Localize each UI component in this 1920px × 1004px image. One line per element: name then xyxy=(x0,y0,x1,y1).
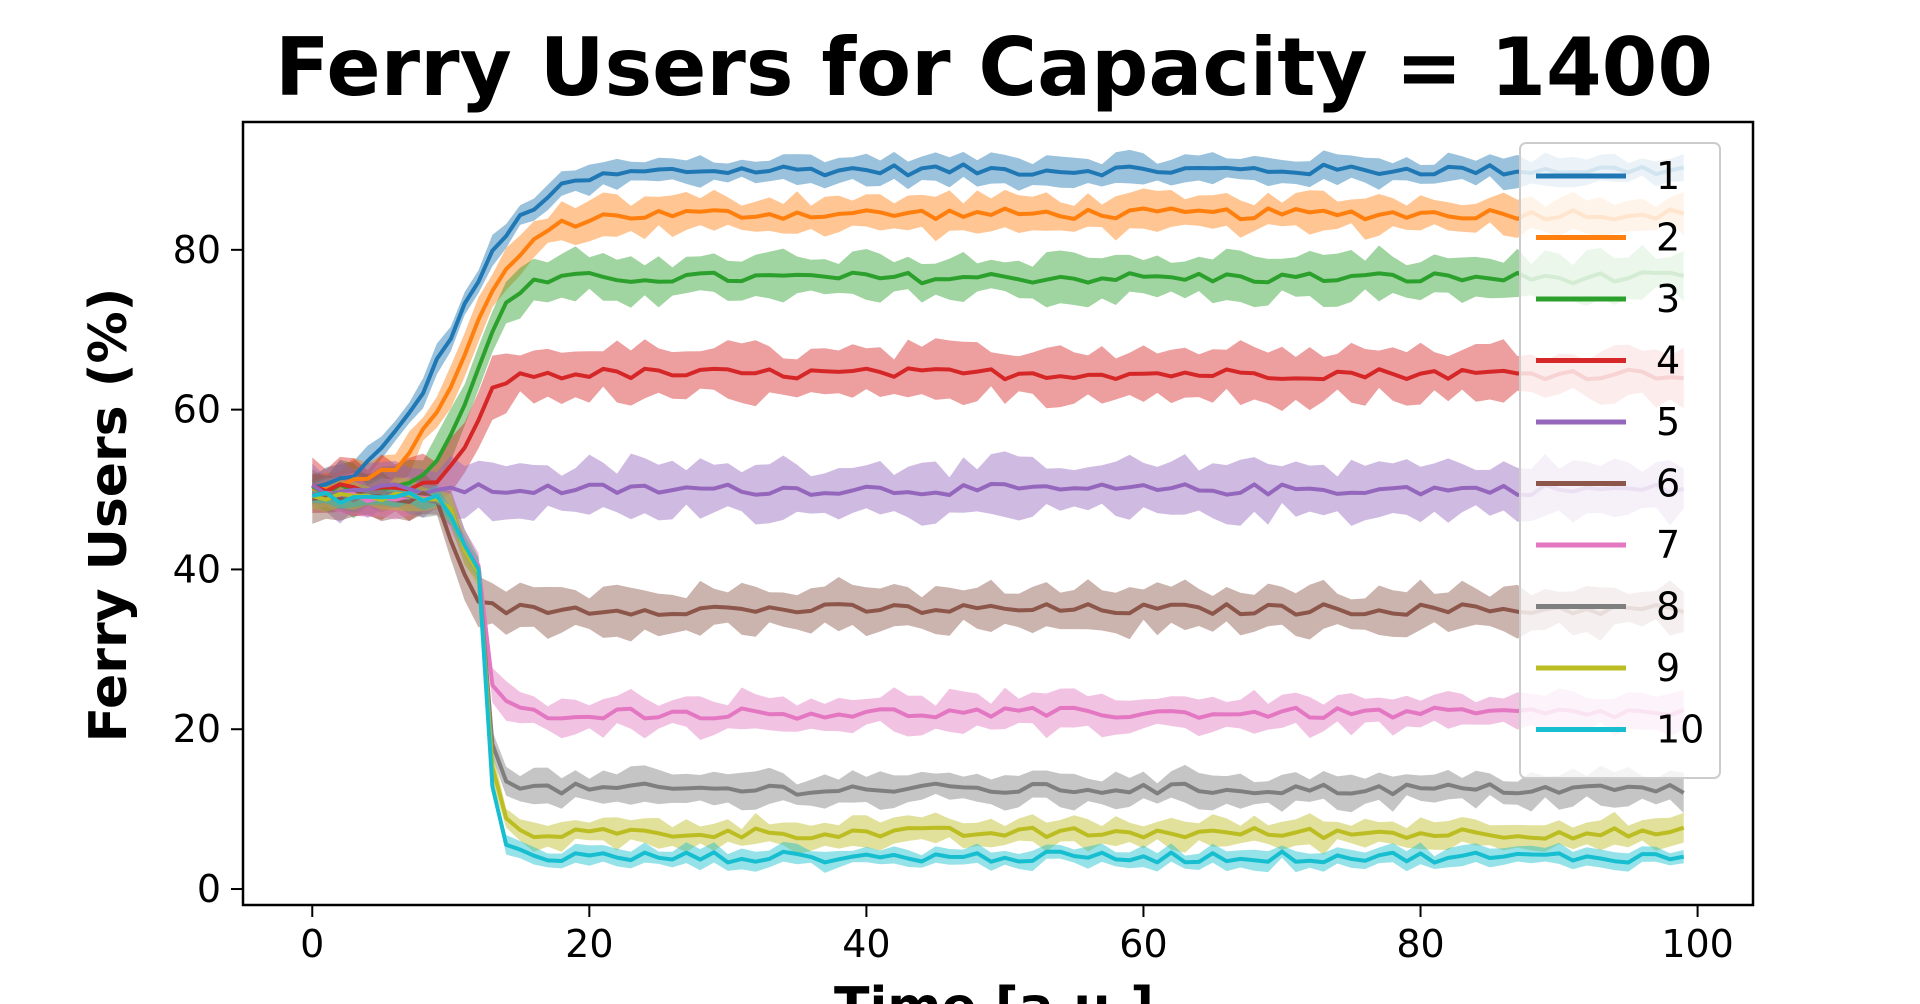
line-series-7 xyxy=(311,490,1685,721)
chart-title: Ferry Users for Capacity = 1400 xyxy=(275,21,1713,114)
x-tick-label: 20 xyxy=(565,922,613,966)
line-series-6 xyxy=(312,491,1685,617)
x-tick-label: 40 xyxy=(842,922,890,966)
axes: 0 20 40 60 80 100 0 20 40 60 80 xyxy=(173,120,1755,966)
line-series-8 xyxy=(312,490,1685,797)
legend-label-9: 9 xyxy=(1656,646,1680,690)
y-tick-label: 40 xyxy=(173,547,221,591)
band-series-4 xyxy=(312,338,1684,522)
legend-box xyxy=(1519,142,1721,779)
line-series-3 xyxy=(311,270,1685,497)
x-tick-label: 100 xyxy=(1661,922,1734,966)
band-series-10 xyxy=(312,482,1684,873)
y-tick-label: 60 xyxy=(173,388,221,432)
line-series-9 xyxy=(311,491,1685,841)
line-series-4 xyxy=(311,366,1684,495)
band-series-8 xyxy=(312,476,1684,813)
legend-label-2: 2 xyxy=(1656,216,1680,260)
legend-label-10: 10 xyxy=(1656,708,1704,752)
legend-label-8: 8 xyxy=(1656,585,1680,629)
band-series-6 xyxy=(312,471,1684,642)
series-lines xyxy=(311,162,1685,865)
y-tick-label: 80 xyxy=(173,228,221,272)
x-tick-label: 80 xyxy=(1396,922,1444,966)
legend: 1 2 3 4 5 6 7 8 9 10 xyxy=(1519,142,1721,779)
legend-label-7: 7 xyxy=(1656,523,1680,567)
plot-frame xyxy=(241,120,1755,907)
legend-label-3: 3 xyxy=(1656,277,1680,321)
line-series-1 xyxy=(311,162,1685,490)
legend-label-1: 1 xyxy=(1656,154,1680,198)
legend-label-5: 5 xyxy=(1656,400,1680,444)
line-series-2 xyxy=(312,206,1685,492)
legend-label-4: 4 xyxy=(1656,339,1680,383)
y-tick-label: 0 xyxy=(197,867,221,911)
y-axis-label: Ferry Users (%) xyxy=(79,288,139,743)
legend-label-6: 6 xyxy=(1656,462,1680,506)
line-series-10 xyxy=(311,490,1685,865)
band-series-5 xyxy=(312,451,1684,526)
line-series-5 xyxy=(311,482,1685,497)
y-tick-label: 20 xyxy=(173,707,221,751)
x-tick-label: 60 xyxy=(1119,922,1167,966)
x-tick-label: 0 xyxy=(300,922,324,966)
x-axis-label: Time [a.u.] xyxy=(834,977,1154,1004)
